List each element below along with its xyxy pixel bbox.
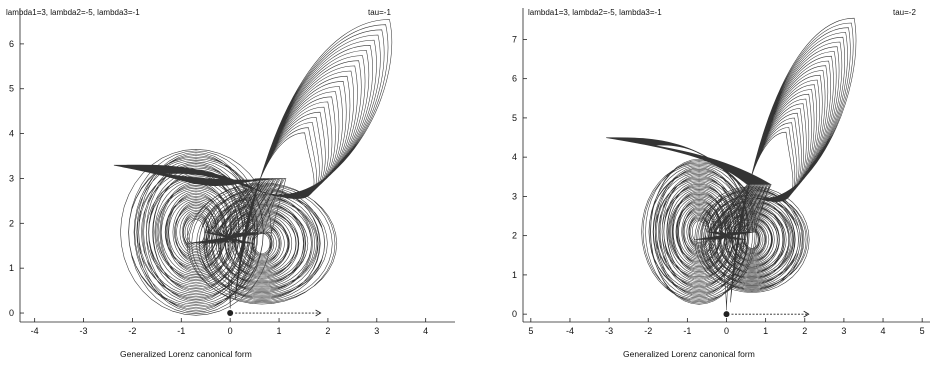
- left-attractor: [113, 19, 393, 316]
- x-tick-label: -1: [683, 326, 691, 336]
- x-tick-label: -3: [605, 326, 613, 336]
- x-tick-label: -1: [177, 326, 185, 336]
- x-tick-label: 4: [423, 326, 428, 336]
- y-tick-label: 2: [9, 218, 14, 228]
- right-x-axis-label: Generalized Lorenz canonical form: [623, 349, 755, 359]
- y-tick-label: 5: [512, 113, 517, 123]
- left-y-axis: 0 1 2 3 4 5 6: [9, 39, 24, 318]
- y-tick-label: 3: [9, 173, 14, 183]
- x-tick-label: 2: [325, 326, 330, 336]
- y-tick-label: 7: [512, 34, 517, 44]
- left-params-label: lambda1=3, lambda2=-5, lambda3=-1: [6, 8, 140, 17]
- right-chart: lambda1=3, lambda2=-5, lambda3=-1 tau=-2…: [512, 8, 930, 359]
- y-tick-label: 5: [9, 84, 14, 94]
- x-tick-label: -4: [566, 326, 574, 336]
- x-tick-label: 1: [277, 326, 282, 336]
- x-tick-label: 0: [228, 326, 233, 336]
- x-tick-label: 4: [881, 326, 886, 336]
- right-arrow-head: [803, 310, 810, 318]
- y-tick-label: 6: [512, 74, 517, 84]
- x-tick-label: -4: [31, 326, 39, 336]
- x-tick-label: 3: [841, 326, 846, 336]
- right-y-axis: 0 1 2 3 4 5 6 7: [512, 34, 527, 319]
- y-tick-label: 0: [9, 308, 14, 318]
- right-attractor: [606, 17, 857, 311]
- x-tick-label: -2: [128, 326, 136, 336]
- right-equilibrium-marker: [723, 311, 730, 318]
- left-chart: lambda1=3, lambda2=-5, lambda3=-1 tau=-1…: [6, 8, 455, 359]
- x-tick-label: 3: [374, 326, 379, 336]
- y-tick-label: 4: [9, 129, 14, 139]
- right-tau-label: tau=-2: [893, 8, 916, 17]
- x-tick-label: 2: [802, 326, 807, 336]
- x-tick-label: 5: [528, 326, 533, 336]
- right-params-label: lambda1=3, lambda2=-5, lambda3=-1: [528, 8, 662, 17]
- left-arrow-head: [315, 309, 322, 317]
- x-tick-label: -2: [644, 326, 652, 336]
- right-x-axis: 5 -4 -3 -2 -1 0 1 2 3 4 5: [528, 318, 925, 336]
- y-tick-label: 4: [512, 152, 517, 162]
- left-x-axis: -4 -3 -2 -1 0 1 2 3 4: [31, 318, 428, 336]
- x-tick-label: 5: [920, 326, 925, 336]
- y-tick-label: 0: [512, 309, 517, 319]
- y-tick-label: 2: [512, 231, 517, 241]
- y-tick-label: 3: [512, 191, 517, 201]
- y-tick-label: 1: [512, 270, 517, 280]
- left-tau-label: tau=-1: [368, 8, 391, 17]
- y-tick-label: 1: [9, 263, 14, 273]
- x-tick-label: -3: [80, 326, 88, 336]
- x-tick-label: 0: [724, 326, 729, 336]
- left-equilibrium-marker: [227, 310, 234, 317]
- y-tick-label: 6: [9, 39, 14, 49]
- x-tick-label: 1: [763, 326, 768, 336]
- left-x-axis-label: Generalized Lorenz canonical form: [120, 349, 252, 359]
